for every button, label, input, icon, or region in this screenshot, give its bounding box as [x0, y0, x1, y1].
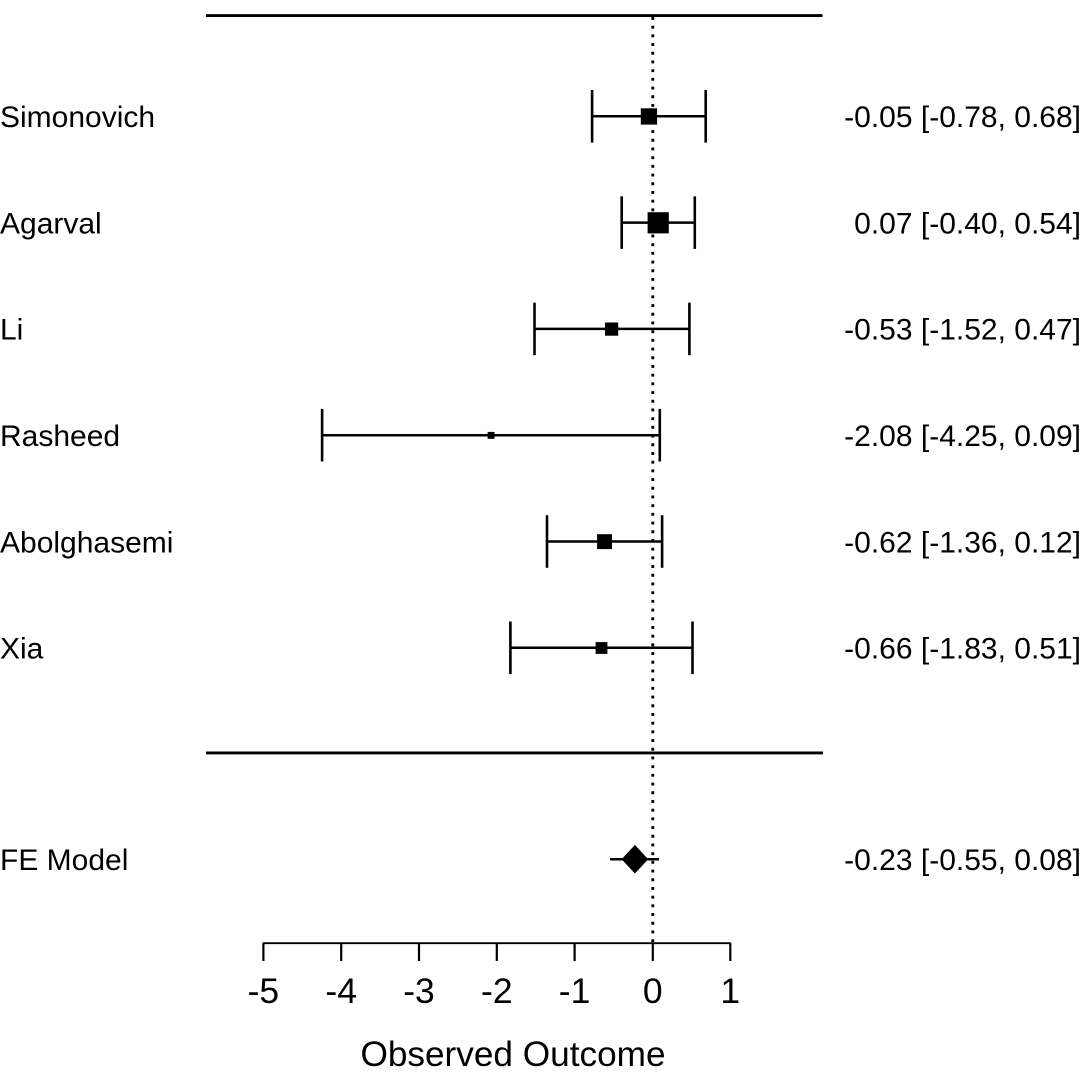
svg-text:Xia: Xia [0, 633, 44, 666]
svg-text:Agarval: Agarval [0, 207, 102, 240]
svg-text:Rasheed: Rasheed [0, 420, 120, 453]
svg-text:Li: Li [0, 314, 23, 347]
svg-text:-1: -1 [559, 971, 591, 1011]
svg-text:FE Model: FE Model [0, 844, 128, 877]
svg-text:-4: -4 [325, 971, 357, 1011]
svg-text:Simonovich: Simonovich [0, 101, 155, 134]
svg-text:-2.08 [-4.25, 0.09]: -2.08 [-4.25, 0.09] [844, 420, 1081, 453]
svg-text:-3: -3 [403, 971, 435, 1011]
svg-text:Abolghasemi: Abolghasemi [0, 526, 173, 559]
svg-text:0.07 [-0.40, 0.54]: 0.07 [-0.40, 0.54] [854, 207, 1081, 240]
svg-text:1: 1 [720, 971, 740, 1011]
svg-text:-5: -5 [248, 971, 280, 1011]
svg-text:0: 0 [643, 971, 663, 1011]
svg-text:-0.05 [-0.78, 0.68]: -0.05 [-0.78, 0.68] [844, 101, 1081, 134]
svg-text:Observed Outcome: Observed Outcome [360, 1035, 665, 1074]
svg-text:-0.53 [-1.52, 0.47]: -0.53 [-1.52, 0.47] [844, 314, 1081, 347]
svg-text:-0.23 [-0.55, 0.08]: -0.23 [-0.55, 0.08] [844, 844, 1081, 877]
svg-text:-0.66 [-1.83, 0.51]: -0.66 [-1.83, 0.51] [844, 633, 1081, 666]
svg-text:-0.62 [-1.36, 0.12]: -0.62 [-1.36, 0.12] [844, 526, 1081, 559]
svg-text:-2: -2 [481, 971, 513, 1011]
